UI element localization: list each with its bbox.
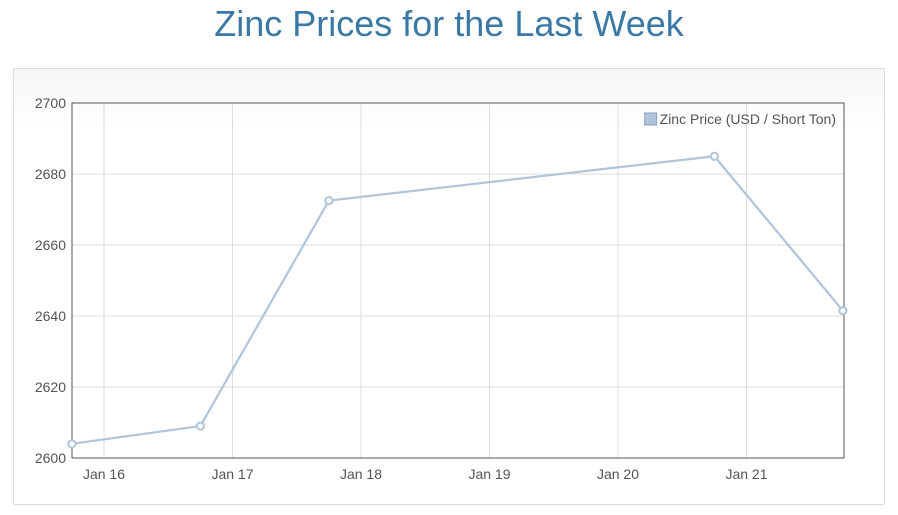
y-tick-label: 2620 xyxy=(35,379,66,395)
legend-label: Zinc Price (USD / Short Ton) xyxy=(660,111,836,127)
x-tick-label: Jan 20 xyxy=(597,466,639,482)
series-line xyxy=(71,155,844,445)
y-tick-label: 2700 xyxy=(35,95,66,111)
x-tick-label: Jan 17 xyxy=(211,466,253,482)
legend-swatch xyxy=(644,112,658,126)
data-point[interactable] xyxy=(838,306,848,316)
x-tick-label: Jan 18 xyxy=(340,466,382,482)
data-point[interactable] xyxy=(67,439,77,449)
y-tick-label: 2680 xyxy=(35,166,66,182)
data-point[interactable] xyxy=(709,151,719,161)
x-tick-label: Jan 16 xyxy=(83,466,125,482)
data-point[interactable] xyxy=(324,196,334,206)
y-tick-label: 2640 xyxy=(35,308,66,324)
page-title: Zinc Prices for the Last Week xyxy=(214,3,684,44)
x-tick-label: Jan 21 xyxy=(725,466,767,482)
x-tick-label: Jan 19 xyxy=(468,466,510,482)
data-point[interactable] xyxy=(195,421,205,431)
y-tick-label: 2660 xyxy=(35,237,66,253)
y-tick-label: 2600 xyxy=(35,450,66,466)
plot-border xyxy=(71,102,845,459)
